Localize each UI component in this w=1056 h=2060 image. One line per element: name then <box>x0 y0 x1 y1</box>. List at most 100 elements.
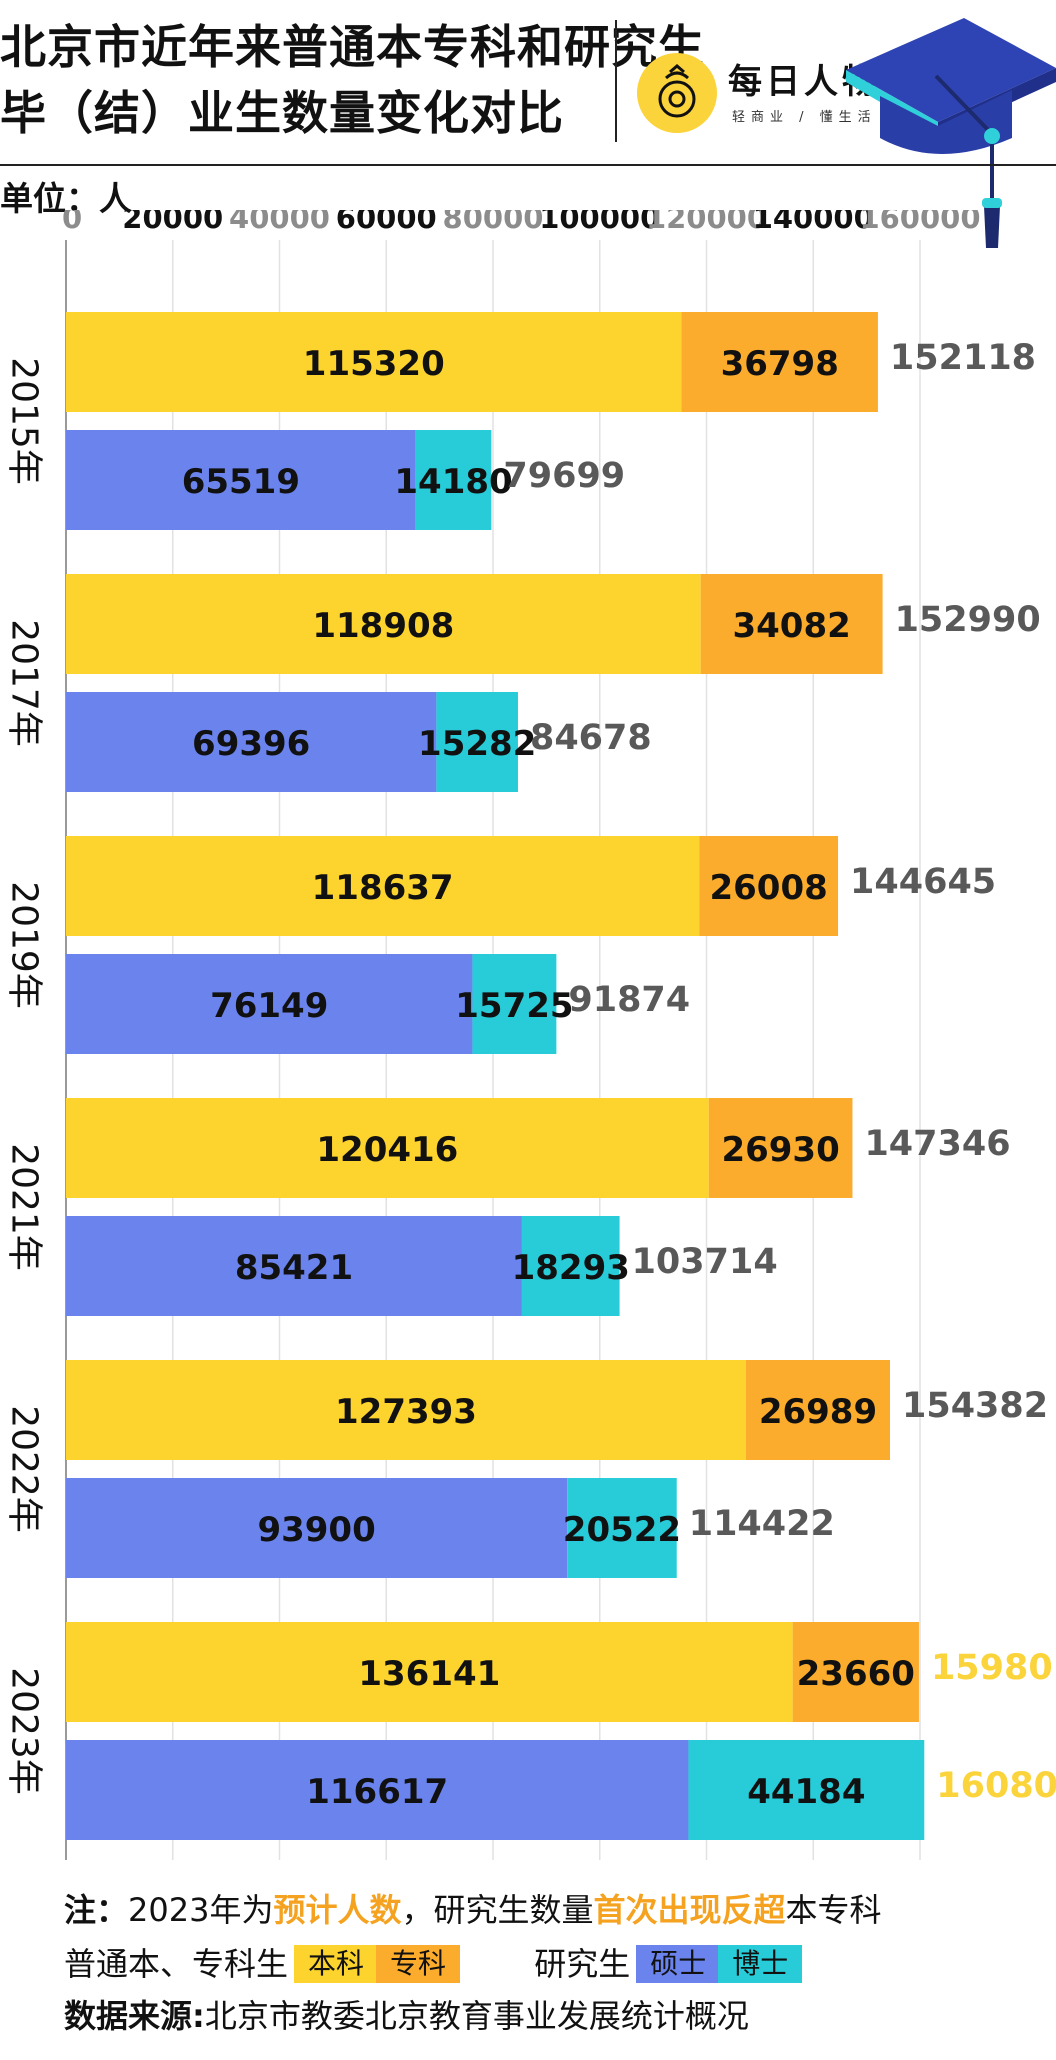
category-label: 2023年 <box>4 1667 45 1795</box>
title-divider <box>615 20 617 142</box>
bar-undergrad <box>66 312 682 412</box>
bar-undergrad-value-label: 136141 <box>358 1654 500 1694</box>
note-highlight-overtake: 首次出现反超 <box>593 1891 786 1929</box>
legend-group-title-2: 研究生 <box>534 1945 631 1983</box>
bar-undergrad-value-label: 118637 <box>312 868 454 908</box>
bar-master <box>66 430 416 530</box>
source-text: 北京市教委北京教育事业发展统计概况 <box>204 1997 749 2035</box>
category-label: 2015年 <box>4 357 45 485</box>
total-label-graduate: 114422 <box>689 1504 835 1544</box>
header-divider <box>0 164 1056 166</box>
total-label-graduate: 103714 <box>632 1242 778 1282</box>
bar-vocational-value-label: 26989 <box>759 1392 877 1432</box>
legend-swatch-master: 硕士 <box>636 1945 721 1983</box>
legend: 普通本、专科生 本科 专科 研究生 硕士 博士 <box>64 1936 1044 1990</box>
bar-master <box>66 1216 522 1316</box>
x-tick-label: 100000 <box>539 210 660 235</box>
title-block: 北京市近年来普通本专科和研究生 毕（结）业生数量变化对比 <box>0 14 704 146</box>
note-highlight-estimated: 预计人数 <box>273 1891 402 1929</box>
bar-phd <box>567 1478 677 1578</box>
legend-group-undergrad-vocational: 普通本、专科生 本科 专科 <box>64 1936 461 1990</box>
bar-master-value-label: 93900 <box>257 1510 375 1550</box>
legend-swatch-vocational: 专科 <box>376 1945 461 1983</box>
bar-phd <box>415 430 492 530</box>
x-tick-label: 140000 <box>753 210 874 235</box>
bar-phd <box>688 1740 925 1840</box>
bar-vocational <box>699 836 839 936</box>
bar-undergrad <box>66 574 701 674</box>
bar-vocational-value-label: 23660 <box>797 1654 915 1694</box>
x-tick-label: 80000 <box>443 210 544 235</box>
footer-note: 注：2023年为预计人数，研究生数量首次出现反超本专科 <box>64 1884 1044 1936</box>
bar-vocational-value-label: 26930 <box>721 1130 839 1170</box>
total-label-graduate: 84678 <box>530 718 652 758</box>
x-tick-label: 40000 <box>229 210 330 235</box>
x-tick-label: 0 <box>62 210 82 235</box>
total-label-graduate: 91874 <box>568 980 690 1020</box>
bar-phd <box>472 954 557 1054</box>
bar-undergrad-value-label: 120416 <box>316 1130 458 1170</box>
bar-vocational <box>700 574 883 674</box>
bar-master-value-label: 116617 <box>306 1772 448 1812</box>
bar-undergrad-value-label: 127393 <box>335 1392 477 1432</box>
x-tick-label: 120000 <box>646 210 767 235</box>
x-tick-label: 60000 <box>336 210 437 235</box>
category-label: 2019年 <box>4 881 45 1009</box>
bar-undergrad-value-label: 118908 <box>312 606 454 646</box>
category-label: 2021年 <box>4 1143 45 1271</box>
brand-slogan: 轻商业 / 懂生活 <box>732 110 877 125</box>
bar-vocational <box>745 1360 891 1460</box>
legend-group-graduate: 研究生 硕士 博士 <box>534 1936 803 1990</box>
bar-undergrad <box>66 836 700 936</box>
bar-master-value-label: 76149 <box>210 986 328 1026</box>
bar-master <box>66 692 437 792</box>
bar-master <box>66 1478 568 1578</box>
bar-undergrad <box>66 1622 793 1722</box>
legend-group-title-1: 普通本、专科生 <box>64 1945 289 1983</box>
total-label-undergrad-vocational: 154382 <box>902 1386 1048 1426</box>
bar-phd-value-label: 18293 <box>512 1248 630 1288</box>
chart-title-line-2: 毕（结）业生数量变化对比 <box>0 86 564 140</box>
footer-source: 数据来源:北京市教委北京教育事业发展统计概况 <box>64 1990 1044 2042</box>
bar-vocational <box>708 1098 853 1198</box>
legend-swatch-phd: 博士 <box>718 1945 803 1983</box>
bar-undergrad <box>66 1098 709 1198</box>
bar-phd-value-label: 15725 <box>455 986 573 1026</box>
footer: 注：2023年为预计人数，研究生数量首次出现反超本专科 普通本、专科生 本科 专科 … <box>64 1884 1044 2042</box>
bar-phd-value-label: 20522 <box>563 1510 681 1550</box>
total-label-undergrad-vocational: 147346 <box>864 1124 1010 1164</box>
bar-phd <box>436 692 518 792</box>
stacked-bar-chart: 0 20000 40000 60000 800001000001200001400001… <box>4 210 1056 1860</box>
bar-master <box>66 954 473 1054</box>
brand-logo-icon <box>637 53 717 133</box>
bar-vocational-value-label: 26008 <box>709 868 827 908</box>
total-label-undergrad-vocational: 152118 <box>890 338 1036 378</box>
bar-vocational <box>792 1622 919 1722</box>
x-tick-label: 20000 <box>122 210 223 235</box>
total-label-undergrad-vocational: 144645 <box>850 862 996 902</box>
bar-vocational-value-label: 34082 <box>732 606 850 646</box>
bar-undergrad-value-label: 115320 <box>303 344 445 384</box>
bar-phd-value-label: 44184 <box>747 1772 865 1812</box>
x-tick-label: 160000 <box>859 210 980 235</box>
bar-undergrad <box>66 1360 746 1460</box>
bar-phd-value-label: 14180 <box>394 462 512 502</box>
note-text-2: ，研究生数量 <box>401 1891 594 1929</box>
bar-vocational-value-label: 36798 <box>721 344 839 384</box>
source-prefix: 数据来源: <box>64 1997 205 2035</box>
bar-vocational <box>681 312 878 412</box>
legend-swatch-undergrad: 本科 <box>294 1945 379 1983</box>
bar-master-value-label: 65519 <box>182 462 300 502</box>
category-label: 2022年 <box>4 1405 45 1533</box>
bar-phd-value-label: 15282 <box>418 724 536 764</box>
total-label-graduate: 79699 <box>503 456 625 496</box>
bar-master <box>66 1740 689 1840</box>
bar-phd <box>521 1216 620 1316</box>
unit-label: 单位：人 <box>0 179 132 218</box>
bar-master-value-label: 85421 <box>235 1248 353 1288</box>
total-label-undergrad-vocational: 152990 <box>895 600 1041 640</box>
note-text-1: 2023年为 <box>128 1891 274 1929</box>
note-text-3: 本专科 <box>785 1891 882 1929</box>
graduation-cap-icon <box>846 18 1056 248</box>
